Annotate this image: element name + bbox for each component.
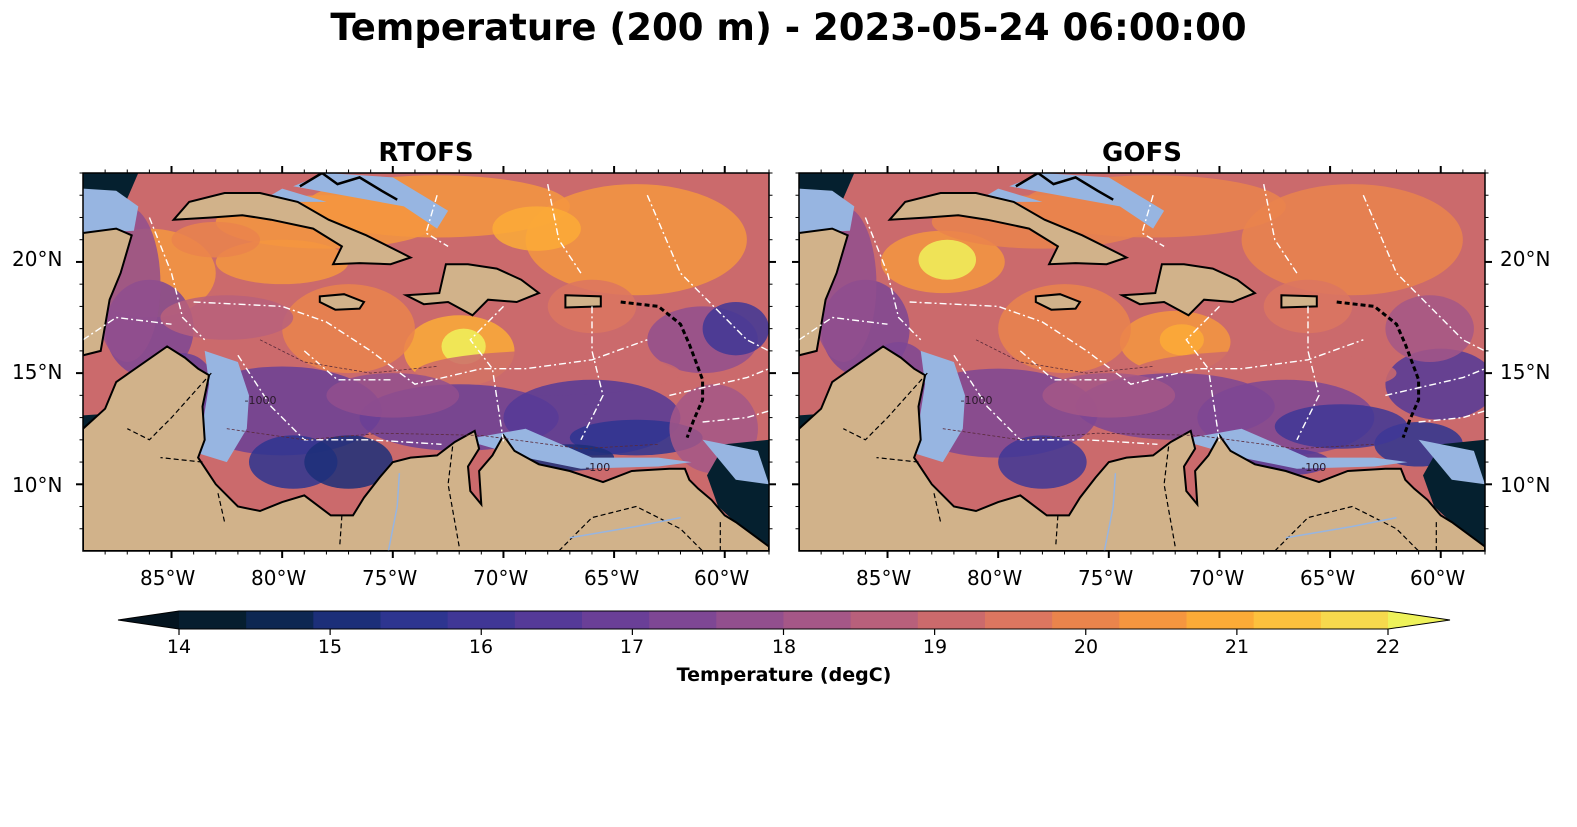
isobath-label: -100 [585,461,610,474]
temperature-feature [326,373,460,418]
lon-label-gofs-80w: 80°W [967,566,1023,590]
temperature-feature [1042,373,1176,418]
map-layers: -1000 -100 [799,173,1485,551]
lat-label-right-10n: 10°N [1500,473,1551,497]
temperature-feature [998,435,1087,489]
lat-label-right-15n: 15°N [1500,360,1551,384]
colorbar [117,610,1451,635]
colorbar-segment [917,611,986,629]
lon-label-rtofs-85w: 85°W [140,566,196,590]
lat-label-left-10n: 10°N [12,473,63,497]
lon-label-rtofs-70w: 70°W [473,566,529,590]
isobath-label: -100 [1301,461,1326,474]
colorbar-segment [1320,611,1389,629]
land-puerto-rico [1280,294,1318,309]
isobath-label: -1000 [245,394,277,407]
colorbar-extend-min [118,611,179,629]
colorbar-segment [1186,611,1255,629]
temperature-map-gofs: -1000 -100 [799,173,1485,551]
colorbar-segment [649,611,717,629]
colorbar-tick-15: 15 [317,636,343,658]
lon-label-gofs-75w: 75°W [1078,566,1134,590]
temperature-feature [702,301,769,356]
colorbar-segment [582,611,650,629]
colorbar-segment [447,611,516,629]
colorbar-segment [179,611,247,629]
temperature-feature [1385,295,1474,362]
colorbar-segment [514,611,583,629]
lon-label-rtofs-65w: 65°W [584,566,640,590]
colorbar-tick-16: 16 [468,636,494,658]
colorbar-tick-21: 21 [1224,636,1250,658]
lon-label-gofs-70w: 70°W [1189,566,1245,590]
map-panel-gofs: -1000 -100 [799,173,1485,551]
temperature-feature [160,295,294,340]
figure-title: Temperature (200 m) - 2023-05-24 06:00:0… [330,6,1247,49]
colorbar-tick-17: 17 [619,636,645,658]
colorbar-segment [246,611,314,629]
lon-label-rtofs-75w: 75°W [362,566,418,590]
temperature-feature [171,221,261,258]
lon-label-rtofs-60w: 60°W [694,566,750,590]
panel-title-rtofs: RTOFS [378,138,474,168]
lon-label-gofs-65w: 65°W [1300,566,1356,590]
colorbar-segment [783,611,852,629]
lat-label-right-20n: 20°N [1500,247,1551,271]
isobath-label: -1000 [961,394,993,407]
colorbar-segment [1253,611,1322,629]
colorbar-tick-19: 19 [922,636,948,658]
temperature-map-rtofs: -1000 -100 [83,173,769,551]
temperature-feature [492,206,581,251]
lon-label-gofs-60w: 60°W [1410,566,1466,590]
lon-label-gofs-85w: 85°W [856,566,912,590]
colorbar-tick-18: 18 [771,636,797,658]
colorbar-segment [313,611,382,629]
lat-label-left-15n: 15°N [12,360,63,384]
land-puerto-rico [564,294,602,309]
colorbar-label: Temperature (degC) [676,664,892,686]
colorbar-segment [1052,611,1120,629]
map-panel-rtofs: -1000 -100 [83,173,769,551]
lon-label-rtofs-80w: 80°W [251,566,307,590]
colorbar-segment [380,611,449,629]
panel-title-gofs: GOFS [1102,138,1182,168]
colorbar-segment [1119,611,1188,629]
colorbar-tick-22: 22 [1375,636,1401,658]
colorbar-extend-max [1388,611,1450,629]
colorbar-segment [985,611,1053,629]
colorbar-tick-14: 14 [166,636,192,658]
temperature-feature [918,239,977,280]
temperature-feature [1274,404,1408,449]
colorbar-segment [716,611,785,629]
colorbar-tick-20: 20 [1073,636,1099,658]
colorbar-segment [850,611,919,629]
map-layers: -1000 -100 [83,173,769,551]
lat-label-left-20n: 20°N [12,247,63,271]
